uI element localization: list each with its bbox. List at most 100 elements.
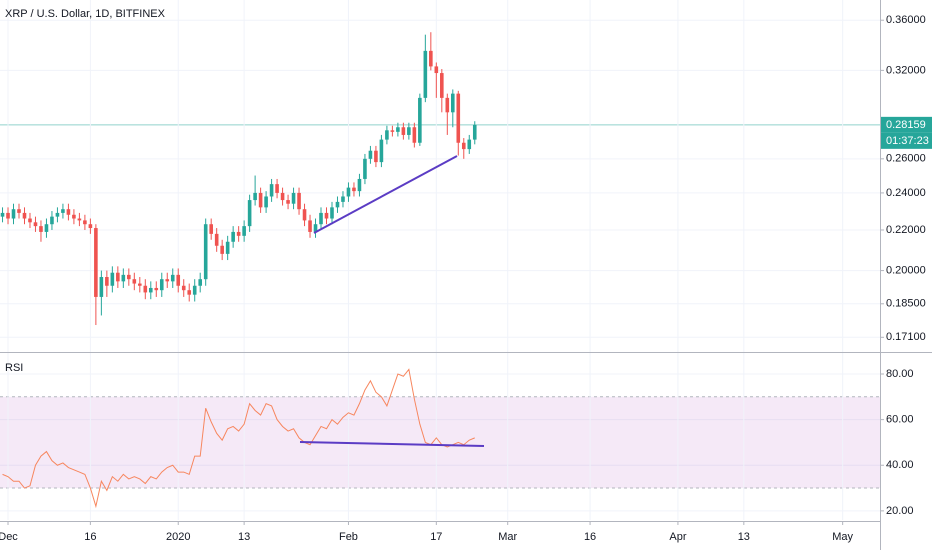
x-tick-label: Mar [498, 531, 517, 543]
candle-body [22, 212, 27, 219]
y-tick-label: 0.26000 [886, 153, 926, 165]
candle-body [445, 97, 450, 113]
countdown-label: 01:37:23 [886, 135, 929, 147]
y-tick-label: 80.00 [886, 368, 914, 380]
candle-body [143, 285, 148, 293]
candle-body [192, 285, 197, 295]
candle-body [418, 97, 422, 143]
candle-body [396, 127, 400, 132]
candle-body [187, 290, 192, 295]
candle-body [66, 209, 71, 215]
candle-body [50, 216, 54, 225]
candle-body [247, 200, 252, 227]
candle-body [225, 241, 230, 254]
y-tick-label: 0.18500 [886, 298, 926, 310]
candle-body [352, 187, 356, 192]
candle-body [121, 274, 126, 282]
trend-line [313, 155, 458, 234]
y-tick-label: 0.20000 [886, 264, 926, 276]
candle-body [461, 142, 466, 150]
candle-body [412, 127, 417, 143]
candle-body [127, 274, 131, 280]
candle-body [44, 224, 49, 232]
candle-body [368, 150, 373, 159]
x-tick-label: 13 [738, 531, 750, 543]
candle-body [346, 187, 351, 197]
candle-body [302, 209, 307, 221]
candle-body [61, 209, 65, 213]
y-tick-label: 60.00 [886, 414, 914, 426]
candle-body [116, 272, 120, 282]
candle-body [363, 158, 367, 179]
candle-body [99, 277, 104, 297]
candle-body [138, 283, 142, 286]
marks [0, 32, 477, 509]
candle-body [220, 245, 224, 254]
candle-body [269, 184, 274, 197]
y-tick-label: 0.17100 [886, 331, 926, 343]
candle-body [110, 272, 115, 286]
candle-body [72, 214, 76, 219]
candle-body [170, 274, 175, 282]
candle-body [83, 220, 87, 225]
candle-body [423, 50, 428, 98]
candle-body [385, 130, 389, 140]
last-price-box [881, 116, 932, 133]
candle-body [94, 228, 98, 297]
candle-body [374, 150, 378, 163]
y-tick-label: 20.00 [886, 505, 914, 517]
candle-body [313, 224, 318, 232]
candle-body [472, 124, 477, 140]
candle-body [209, 224, 213, 234]
candle-body [335, 201, 340, 208]
candle-body [55, 212, 60, 217]
candle-body [450, 93, 455, 113]
candle-body [434, 66, 439, 74]
x-tick-label: Apr [669, 531, 686, 543]
candle-body [33, 222, 38, 227]
candle-body [275, 184, 279, 193]
x-tick-label: 2020 [166, 531, 190, 543]
x-tick-label: 16 [584, 531, 596, 543]
candle-body [253, 192, 257, 201]
candle-body [17, 209, 21, 213]
y-tick-label: 0.32000 [886, 64, 926, 76]
candle-body [258, 192, 263, 208]
candle-body [88, 224, 93, 229]
chart-title: XRP / U.S. Dollar, 1D, BITFINEX [5, 8, 166, 20]
candle-body [297, 192, 301, 210]
x-tick-label: Dec [0, 531, 18, 543]
x-tick-label: 17 [430, 531, 442, 543]
candle-body [77, 218, 82, 221]
candle-body [280, 192, 285, 201]
candle-body [308, 220, 312, 232]
candle-body [291, 192, 296, 204]
indicator-title: RSI [5, 362, 23, 374]
trend-line [299, 441, 485, 447]
candle-body [286, 200, 290, 204]
countdown-box [881, 132, 932, 149]
x-tick-label: Feb [339, 531, 358, 543]
candle-body [379, 139, 384, 163]
candle-body [407, 127, 411, 135]
x-tick-label: 13 [238, 531, 250, 543]
candle-body [236, 231, 241, 236]
candle-body [132, 279, 137, 284]
candle-body [324, 212, 329, 219]
candle-body [357, 178, 362, 192]
candle-body [231, 231, 235, 242]
candle-body [429, 50, 433, 67]
candle-body [401, 127, 406, 135]
candle-body [440, 73, 444, 98]
candle-body [456, 93, 461, 143]
y-tick-label: 0.22000 [886, 224, 926, 236]
candle-body [390, 130, 395, 132]
candle-body [181, 285, 186, 291]
candle-body [467, 139, 472, 150]
last-price-label: 0.28159 [886, 119, 926, 131]
candle-body [159, 279, 164, 291]
candle-body [214, 233, 219, 246]
candle-body [203, 224, 208, 280]
x-tick-label: May [832, 531, 853, 543]
